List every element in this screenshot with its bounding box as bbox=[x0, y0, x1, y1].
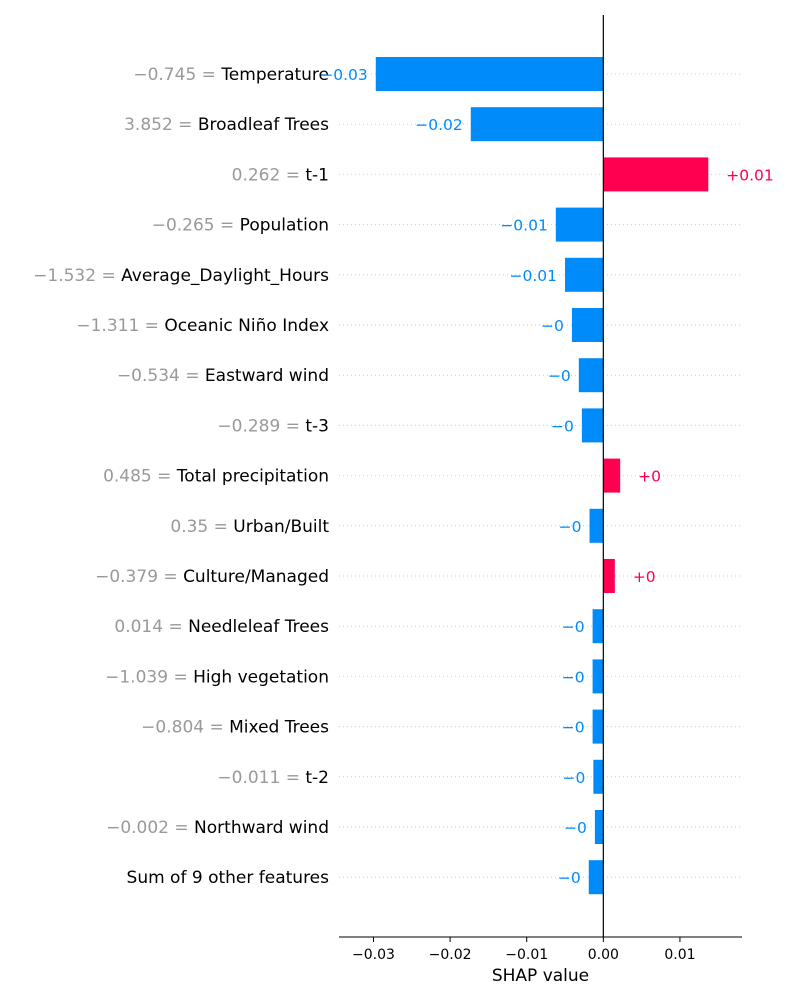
feature-label: −0.265 = Population bbox=[152, 216, 329, 236]
feature-value: 0.262 = bbox=[232, 165, 306, 185]
bar bbox=[588, 860, 604, 895]
feature-name: Mixed Trees bbox=[229, 718, 329, 738]
bar-value-label: −0 bbox=[563, 769, 586, 787]
feature-name: Urban/Built bbox=[233, 517, 329, 537]
bar-value-label: +0.01 bbox=[726, 166, 774, 184]
feature-label: Sum of 9 other features bbox=[127, 868, 330, 888]
x-tick-label: −0.01 bbox=[505, 947, 548, 963]
feature-value: −0.745 = bbox=[133, 65, 221, 85]
bar bbox=[603, 559, 615, 593]
feature-label: 0.485 = Total precipitation bbox=[103, 467, 329, 487]
bar-value-label: +0 bbox=[633, 568, 656, 586]
bar bbox=[578, 358, 604, 393]
feature-name: Eastward wind bbox=[205, 366, 329, 386]
bar bbox=[571, 308, 604, 342]
feature-label: −0.289 = t-3 bbox=[217, 416, 329, 436]
bar bbox=[555, 207, 604, 242]
feature-label: −0.002 = Northward wind bbox=[106, 818, 329, 838]
feature-value: −0.002 = bbox=[106, 818, 194, 838]
bar bbox=[603, 458, 621, 493]
bar bbox=[593, 759, 604, 794]
bar bbox=[589, 508, 604, 543]
x-axis-title: SHAP value bbox=[492, 966, 589, 986]
bar bbox=[375, 57, 604, 91]
grid-lines bbox=[339, 73, 742, 878]
bar-value-label: −0 bbox=[564, 819, 587, 837]
x-tick-label: 0.00 bbox=[588, 947, 619, 963]
bar bbox=[592, 709, 604, 744]
feature-name: t-1 bbox=[305, 165, 329, 185]
bar-value-label: −0 bbox=[541, 317, 564, 335]
feature-name: Needleleaf Trees bbox=[188, 617, 329, 637]
feature-value: −0.289 = bbox=[217, 416, 305, 436]
x-tick-label: −0.03 bbox=[352, 947, 395, 963]
feature-label: −1.532 = Average_Daylight_Hours bbox=[33, 266, 329, 286]
bar-value-label: −0 bbox=[558, 869, 581, 887]
feature-name: Total precipitation bbox=[176, 467, 329, 487]
feature-label: −0.534 = Eastward wind bbox=[117, 366, 329, 386]
bar bbox=[470, 107, 604, 142]
bar-value-label: −0 bbox=[562, 719, 585, 737]
feature-value: −0.804 = bbox=[141, 718, 229, 738]
feature-label: 0.35 = Urban/Built bbox=[170, 517, 329, 537]
bars bbox=[375, 57, 709, 895]
feature-name: t-2 bbox=[305, 768, 329, 788]
feature-label: −0.804 = Mixed Trees bbox=[141, 718, 329, 738]
bar-value-label: −0.03 bbox=[320, 66, 368, 84]
feature-label: −1.039 = High vegetation bbox=[105, 667, 329, 687]
feature-name: Oceanic Niño Index bbox=[164, 316, 329, 336]
feature-value: −0.265 = bbox=[152, 216, 240, 236]
bar-value-labels: −0.03 −0.02 +0.01 −0.01 −0.01 −0 −0 −0 +0 −0 +0 −0 −… bbox=[320, 66, 774, 887]
feature-name: Broadleaf Trees bbox=[198, 115, 329, 135]
bar-value-label: −0 bbox=[559, 518, 582, 536]
feature-name: t-3 bbox=[305, 416, 329, 436]
bar-value-label: −0.01 bbox=[500, 217, 548, 235]
bar-value-label: −0 bbox=[562, 668, 585, 686]
feature-label: −0.011 = t-2 bbox=[217, 768, 329, 788]
bar-value-label: −0.01 bbox=[510, 267, 558, 285]
feature-label: 0.262 = t-1 bbox=[232, 165, 329, 185]
bar bbox=[603, 157, 709, 192]
feature-value: −1.532 = bbox=[33, 266, 121, 286]
feature-value: 3.852 = bbox=[124, 115, 198, 135]
feature-name: High vegetation bbox=[193, 667, 329, 687]
bar-value-label: −0 bbox=[562, 618, 585, 636]
feature-label: 0.014 = Needleleaf Trees bbox=[114, 617, 329, 637]
feature-value: 0.35 = bbox=[170, 517, 233, 537]
bar-value-label: +0 bbox=[638, 468, 661, 486]
bar bbox=[581, 408, 604, 443]
feature-name: Temperature bbox=[220, 65, 329, 85]
feature-label: −0.379 = Culture/Managed bbox=[95, 567, 329, 587]
feature-name: Northward wind bbox=[194, 818, 329, 838]
bar-value-label: −0 bbox=[548, 367, 571, 385]
feature-name: Population bbox=[240, 216, 329, 236]
feature-value: −1.039 = bbox=[105, 667, 193, 687]
feature-labels: −0.745 = Temperature 3.852 = Broadleaf Tr… bbox=[33, 65, 329, 888]
feature-value: −0.379 = bbox=[95, 567, 183, 587]
feature-name: Culture/Managed bbox=[183, 567, 329, 587]
bar bbox=[594, 810, 604, 844]
feature-label: 3.852 = Broadleaf Trees bbox=[124, 115, 329, 135]
x-axis: −0.03 −0.02 −0.01 0.00 0.01 bbox=[339, 936, 742, 963]
feature-value: −0.534 = bbox=[117, 366, 205, 386]
feature-value: 0.485 = bbox=[103, 467, 177, 487]
feature-label: −0.745 = Temperature bbox=[133, 65, 329, 85]
bar-value-label: −0.02 bbox=[415, 116, 463, 134]
bar bbox=[565, 257, 604, 292]
feature-label: −1.311 = Oceanic Niño Index bbox=[76, 316, 329, 336]
x-tick-label: 0.01 bbox=[664, 947, 695, 963]
bar-value-label: −0 bbox=[551, 417, 574, 435]
x-tick-label: −0.02 bbox=[429, 947, 472, 963]
bar bbox=[592, 659, 604, 694]
bar bbox=[592, 609, 604, 644]
feature-name: Average_Daylight_Hours bbox=[121, 266, 329, 286]
feature-value: −0.011 = bbox=[217, 768, 305, 788]
feature-name: Sum of 9 other features bbox=[127, 868, 330, 888]
feature-value: −1.311 = bbox=[76, 316, 164, 336]
feature-value: 0.014 = bbox=[114, 617, 188, 637]
